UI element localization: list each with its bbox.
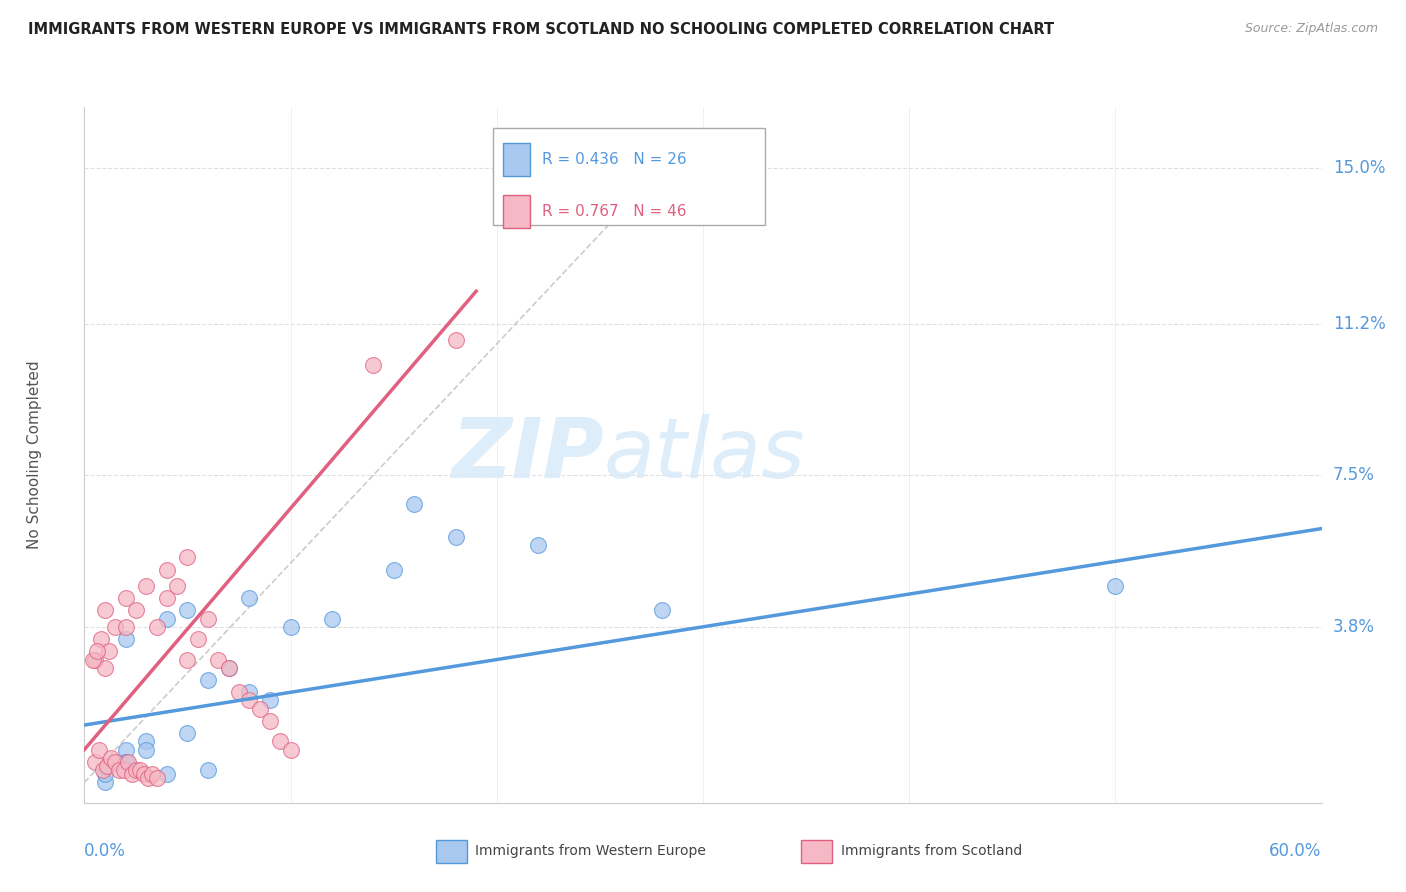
Point [104, 755, 127, 769]
Point [166, 579, 188, 593]
Point [145, 771, 167, 785]
Point [280, 742, 302, 756]
Text: 3.8%: 3.8% [1333, 618, 1375, 636]
Point [135, 742, 157, 756]
Bar [502, 143, 530, 176]
Text: Immigrants from Scotland: Immigrants from Scotland [841, 844, 1022, 858]
Text: ZIP: ZIP [451, 415, 605, 495]
Point [176, 550, 198, 565]
Point [176, 726, 198, 740]
Point [145, 620, 167, 634]
Point [176, 652, 198, 666]
Point [114, 755, 136, 769]
Point [114, 632, 136, 646]
Point [238, 693, 260, 707]
Point [249, 701, 271, 715]
Point [238, 591, 260, 606]
Point [129, 763, 152, 777]
Point [114, 591, 136, 606]
Point [651, 603, 673, 617]
Point [228, 685, 250, 699]
Point [83, 755, 105, 769]
Point [91, 763, 114, 777]
Point [197, 763, 219, 777]
Text: No Schooling Completed: No Schooling Completed [27, 360, 42, 549]
Point [136, 771, 159, 785]
Point [269, 734, 291, 748]
Point [94, 775, 117, 789]
Point [135, 734, 157, 748]
Text: IMMIGRANTS FROM WESTERN EUROPE VS IMMIGRANTS FROM SCOTLAND NO SCHOOLING COMPLETE: IMMIGRANTS FROM WESTERN EUROPE VS IMMIGR… [28, 22, 1054, 37]
Point [156, 562, 179, 576]
Point [218, 661, 240, 675]
Point [114, 620, 136, 634]
Point [141, 767, 163, 781]
Point [197, 612, 219, 626]
Point [87, 742, 110, 756]
Text: Source: ZipAtlas.com: Source: ZipAtlas.com [1244, 22, 1378, 36]
FancyBboxPatch shape [492, 128, 765, 226]
Point [108, 763, 131, 777]
Point [112, 763, 135, 777]
Point [90, 632, 112, 646]
Text: 15.0%: 15.0% [1333, 160, 1385, 178]
Point [197, 673, 219, 687]
Bar [502, 194, 530, 228]
Point [1104, 579, 1126, 593]
Text: R = 0.767   N = 46: R = 0.767 N = 46 [543, 204, 686, 219]
Point [104, 620, 127, 634]
Point [444, 334, 467, 348]
Point [361, 358, 384, 372]
Point [444, 530, 467, 544]
Point [117, 755, 139, 769]
Point [280, 620, 302, 634]
Point [156, 612, 179, 626]
Point [156, 591, 179, 606]
Point [156, 767, 179, 781]
Point [218, 661, 240, 675]
Text: 11.2%: 11.2% [1333, 315, 1385, 333]
Text: 60.0%: 60.0% [1270, 842, 1322, 860]
Point [96, 759, 118, 773]
Point [134, 767, 156, 781]
Point [83, 652, 105, 666]
Point [114, 742, 136, 756]
Text: R = 0.436   N = 26: R = 0.436 N = 26 [543, 152, 686, 167]
Point [86, 644, 108, 658]
Point [321, 612, 343, 626]
Point [125, 603, 148, 617]
Point [121, 767, 143, 781]
Text: atlas: atlas [605, 415, 806, 495]
Point [527, 538, 550, 552]
Point [207, 652, 229, 666]
Point [187, 632, 209, 646]
Point [114, 755, 136, 769]
Point [238, 685, 260, 699]
Text: 7.5%: 7.5% [1333, 467, 1375, 484]
Point [125, 763, 148, 777]
Point [94, 603, 117, 617]
Point [382, 562, 405, 576]
Point [259, 714, 281, 728]
Text: Immigrants from Western Europe: Immigrants from Western Europe [475, 844, 706, 858]
Point [404, 497, 426, 511]
Point [98, 644, 121, 658]
Text: 0.0%: 0.0% [84, 842, 127, 860]
Point [176, 603, 198, 617]
Point [259, 693, 281, 707]
Point [82, 652, 104, 666]
Point [100, 751, 122, 765]
Point [94, 767, 117, 781]
Point [135, 579, 157, 593]
Point [94, 661, 117, 675]
